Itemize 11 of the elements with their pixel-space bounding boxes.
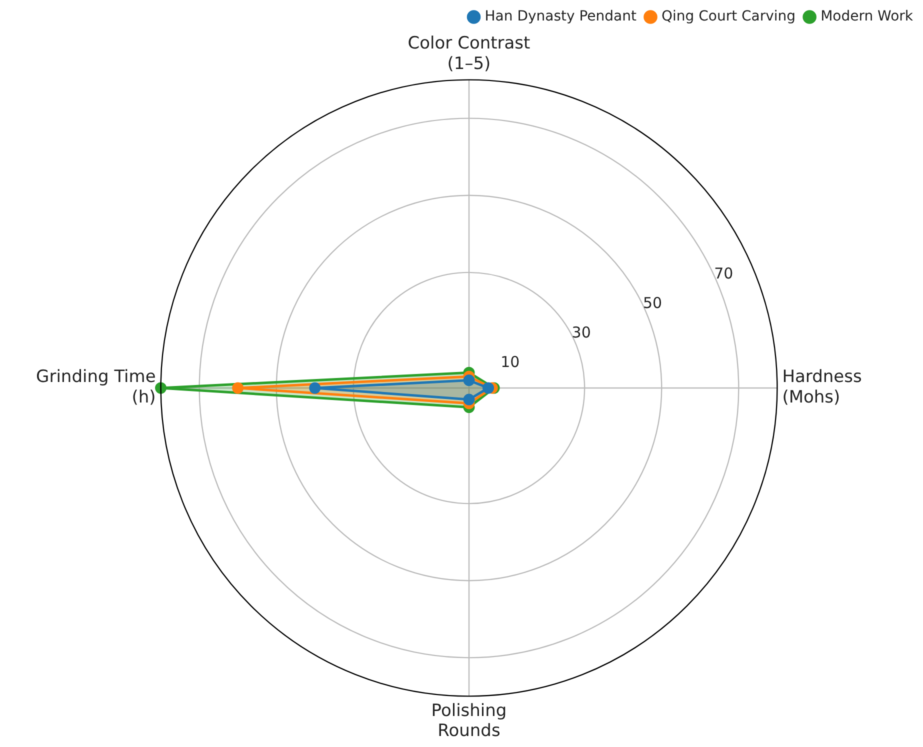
- legend-label: Han Dynasty Pendant: [484, 8, 638, 25]
- spoke-label: Polishing Rounds: [431, 700, 507, 742]
- spoke-label: Color Contrast (1–5): [408, 34, 531, 74]
- spoke-label: Hardness (Mohs): [782, 367, 862, 408]
- y-tick-label: 50: [642, 294, 662, 312]
- legend-label: Modern Work: [820, 8, 914, 25]
- y-tick-label: 70: [714, 264, 734, 282]
- y-tick-label: 30: [572, 323, 591, 342]
- legend-label: Qing Court Carving: [662, 8, 796, 25]
- y-tick-label: 10: [500, 352, 520, 371]
- spoke-label: Grinding Time (h): [36, 367, 156, 408]
